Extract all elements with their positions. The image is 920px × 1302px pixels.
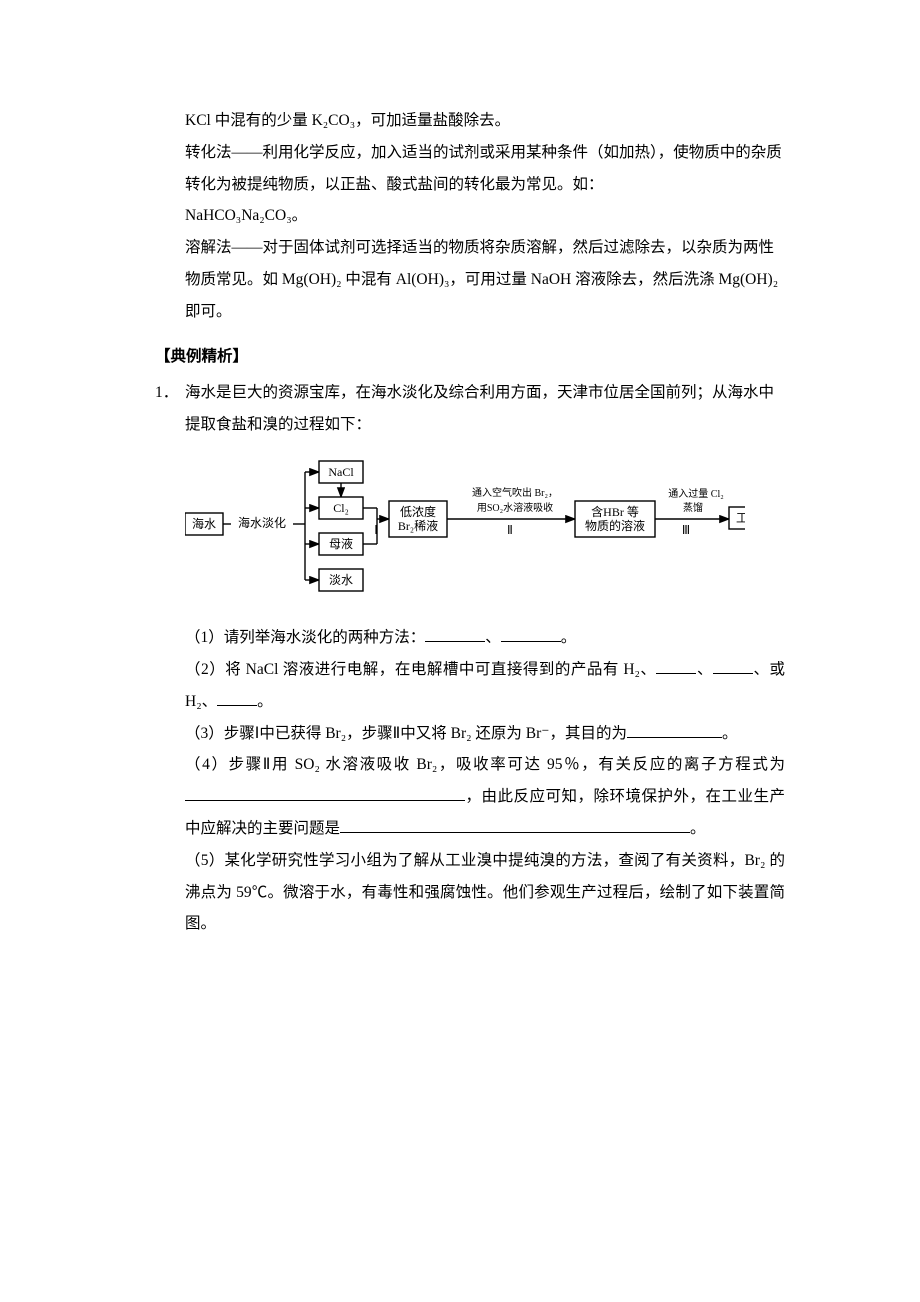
q1-sub5: （5）某化学研究性学习小组为了解从工业溴中提纯溴的方法，查阅了有关资料，Br₂ … bbox=[185, 845, 785, 940]
process-diagram: 海水 海水淡化 NaCl Cl₂ 母液淡水 Ⅰ 低浓度Br₂稀液 通入空气吹出 Br₂， 用SO… bbox=[185, 451, 785, 609]
q1-sub1-text-b: 、 bbox=[485, 629, 501, 646]
blank bbox=[713, 659, 753, 674]
q1-sub2: （2）将 NaCl 溶液进行电解，在电解槽中可直接得到的产品有 H₂、、、或H₂… bbox=[185, 654, 785, 718]
svg-text:通入空气吹出 Br₂，: 通入空气吹出 Br₂， bbox=[472, 486, 558, 499]
q1-sub3-text-a: （3）步骤Ⅰ中已获得 Br₂，步骤Ⅱ中又将 Br₂ 还原为 Br⁻，其目的为 bbox=[185, 725, 627, 742]
blank bbox=[425, 627, 485, 642]
svg-text:Br₂稀液: Br₂稀液 bbox=[398, 518, 438, 533]
intro-p2: 转化法——利用化学反应，加入适当的试剂或采用某种条件（如加热），使物质中的杂质转… bbox=[185, 137, 785, 201]
flowchart-svg: 海水 海水淡化 NaCl Cl₂ 母液淡水 Ⅰ 低浓度Br₂稀液 通入空气吹出 Br₂， 用SO… bbox=[185, 451, 745, 597]
intro-p4: 溶解法——对于固体试剂可选择适当的物质将杂质溶解，然后过滤除去，以杂质为两性物质… bbox=[185, 232, 785, 327]
svg-text:Ⅱ: Ⅱ bbox=[507, 523, 513, 537]
svg-text:淡水: 淡水 bbox=[329, 573, 353, 587]
svg-text:用SO₂水溶液吸收: 用SO₂水溶液吸收 bbox=[477, 501, 553, 514]
q1-sub2-text-d: 。 bbox=[257, 693, 273, 710]
svg-text:含HBr 等: 含HBr 等 bbox=[591, 504, 639, 519]
svg-text:Ⅰ: Ⅰ bbox=[374, 523, 378, 537]
svg-text:海水: 海水 bbox=[192, 516, 216, 531]
svg-text:Ⅲ: Ⅲ bbox=[682, 523, 690, 537]
blank bbox=[501, 627, 561, 642]
question-1: 1． 海水是巨大的资源宝库，在海水淡化及综合利用方面，天津市位居全国前列；从海水… bbox=[155, 377, 785, 940]
blank bbox=[217, 691, 257, 706]
svg-text:低浓度: 低浓度 bbox=[400, 504, 436, 519]
q1-sub3-text-b: 。 bbox=[722, 725, 738, 742]
q1-sub3: （3）步骤Ⅰ中已获得 Br₂，步骤Ⅱ中又将 Br₂ 还原为 Br⁻，其目的为 。 bbox=[185, 718, 785, 750]
q1-sub2-text-b: 、 bbox=[696, 661, 713, 678]
q1-number: 1． bbox=[155, 377, 185, 409]
q1-stem: 海水是巨大的资源宝库，在海水淡化及综合利用方面，天津市位居全国前列；从海水中提取… bbox=[185, 377, 785, 441]
q1-sub4-text-c: 。 bbox=[690, 820, 706, 837]
intro-p1: KCl 中混有的少量 K₂CO₃，可加适量盐酸除去。 bbox=[185, 105, 785, 137]
q1-sub4-text-a: （4）步骤Ⅱ用 SO₂ 水溶液吸收 Br₂，吸收率可达 95％，有关反应的离子方… bbox=[185, 756, 785, 773]
q1-sub1-text-a: （1）请列举海水淡化的两种方法： bbox=[185, 629, 425, 646]
blank bbox=[185, 786, 465, 801]
intro-p3: NaHCO₃Na₂CO₃。 bbox=[185, 200, 785, 232]
blank bbox=[627, 723, 722, 738]
q1-sub4: （4）步骤Ⅱ用 SO₂ 水溶液吸收 Br₂，吸收率可达 95％，有关反应的离子方… bbox=[185, 749, 785, 844]
svg-text:NaCl: NaCl bbox=[328, 465, 354, 479]
q1-sub2-text-a: （2）将 NaCl 溶液进行电解，在电解槽中可直接得到的产品有 H₂、 bbox=[185, 661, 656, 678]
q1-sub1-text-c: 。 bbox=[561, 629, 577, 646]
section-title: 【典例精析】 bbox=[155, 341, 785, 373]
blank bbox=[340, 818, 690, 833]
q1-sub1: （1）请列举海水淡化的两种方法： 、 。 bbox=[185, 622, 785, 654]
svg-text:母液: 母液 bbox=[329, 536, 353, 551]
svg-text:海水淡化: 海水淡化 bbox=[238, 515, 286, 530]
svg-text:Cl₂: Cl₂ bbox=[333, 501, 349, 515]
svg-text:通入过量 Cl₂: 通入过量 Cl₂ bbox=[668, 487, 723, 500]
svg-text:物质的溶液: 物质的溶液 bbox=[585, 518, 645, 533]
blank bbox=[656, 659, 696, 674]
svg-text:工业溴: 工业溴 bbox=[736, 511, 745, 525]
svg-text:蒸馏: 蒸馏 bbox=[683, 501, 703, 514]
document-page: KCl 中混有的少量 K₂CO₃，可加适量盐酸除去。 转化法——利用化学反应，加… bbox=[0, 0, 920, 1302]
